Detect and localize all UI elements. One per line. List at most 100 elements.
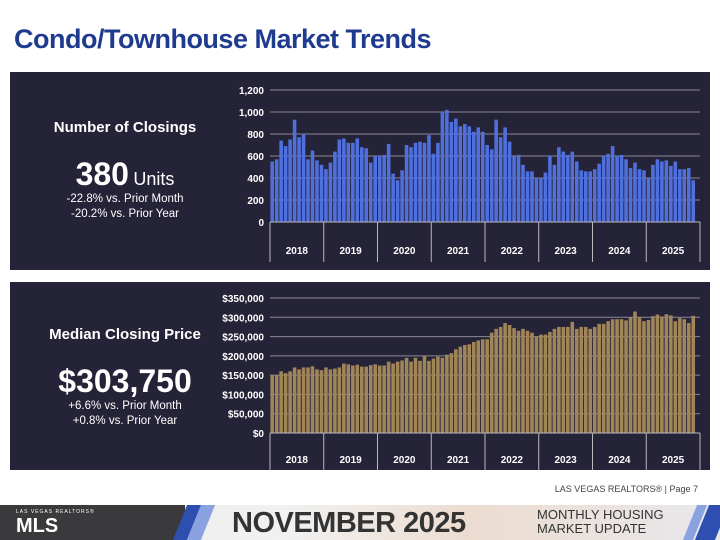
- bar: [530, 332, 534, 433]
- bar: [543, 172, 548, 222]
- bar: [301, 367, 306, 433]
- bar: [386, 361, 391, 433]
- bar: [315, 369, 319, 433]
- report-subtitle: MONTHLY HOUSING MARKET UPDATE: [537, 508, 664, 536]
- bar: [686, 168, 691, 222]
- x-tick-label: 2023: [555, 246, 578, 257]
- bar: [373, 156, 377, 222]
- bar: [655, 314, 660, 433]
- bar: [279, 371, 283, 433]
- x-tick-label: 2018: [286, 246, 309, 257]
- bar: [436, 356, 440, 433]
- bar: [333, 151, 337, 222]
- bar: [400, 170, 404, 222]
- bar: [333, 368, 337, 433]
- bar: [525, 171, 530, 222]
- closings-vs-month: -22.8% vs. Prior Month: [66, 193, 184, 205]
- price-vs-month: +6.6% vs. Prior Month: [68, 400, 182, 412]
- y-tick-label: $50,000: [228, 410, 265, 421]
- bar: [489, 149, 494, 222]
- bar: [592, 169, 597, 222]
- x-tick-label: 2022: [501, 455, 524, 466]
- bar: [610, 319, 615, 433]
- bar: [431, 153, 436, 222]
- bar: [476, 340, 481, 433]
- bar: [413, 142, 418, 222]
- bar: [445, 354, 449, 433]
- closings-vs-year: -20.2% vs. Prior Year: [70, 208, 180, 220]
- bar: [400, 360, 404, 433]
- bar: [458, 346, 463, 433]
- bar: [619, 319, 624, 433]
- bar: [660, 161, 664, 222]
- bar: [351, 365, 355, 433]
- bar: [642, 170, 646, 222]
- x-tick-label: 2019: [340, 455, 363, 466]
- bar: [521, 328, 525, 433]
- bar: [422, 355, 427, 433]
- x-tick-label: 2018: [286, 455, 309, 466]
- closings-panel: Number of Closings 380 Units -22.8% vs. …: [10, 72, 710, 270]
- bar: [646, 178, 651, 222]
- bar: [619, 154, 624, 222]
- bar: [669, 315, 673, 433]
- bar: [449, 121, 454, 222]
- price-chart: $0 $50,000 $100,000 $150,000 $200,000 $250,00…: [222, 294, 701, 470]
- bar: [633, 311, 637, 433]
- bar: [377, 156, 382, 222]
- bar: [494, 119, 498, 222]
- bar: [355, 364, 360, 433]
- bar: [355, 138, 360, 222]
- bar: [301, 134, 306, 222]
- bar: [418, 141, 422, 222]
- bar: [498, 137, 503, 222]
- bar: [516, 330, 521, 433]
- bar: [548, 156, 552, 222]
- price-panel: Median Closing Price $303,750 +6.6% vs. …: [10, 282, 710, 470]
- bar: [480, 131, 485, 222]
- bar: [507, 325, 512, 433]
- bar: [516, 154, 521, 222]
- y-tick-label: 1,000: [239, 108, 264, 119]
- bar: [530, 171, 534, 222]
- bar: [691, 180, 696, 222]
- bar: [413, 357, 418, 433]
- bar: [583, 326, 588, 433]
- closings-chart: 0 200 400 600 800 1,000 1,200 2018 2019 2020 2021 2…: [239, 86, 701, 262]
- bar: [342, 138, 346, 222]
- bar: [463, 124, 467, 222]
- bar: [615, 156, 619, 222]
- bar: [427, 135, 431, 222]
- bar: [409, 361, 413, 433]
- y-tick-label: $150,000: [222, 371, 264, 382]
- bar: [606, 153, 610, 222]
- page-footer: LAS VEGAS REALTORS® | Page 7: [554, 484, 698, 494]
- bar: [328, 369, 333, 433]
- bar: [655, 159, 660, 222]
- bar: [678, 318, 682, 433]
- bar: [422, 142, 427, 222]
- bar: [364, 148, 369, 222]
- bar: [288, 139, 292, 222]
- bar: [359, 366, 364, 433]
- x-tick-label: 2021: [447, 455, 470, 466]
- bar: [507, 141, 512, 222]
- bar: [525, 330, 530, 433]
- bar: [566, 326, 570, 433]
- bar: [583, 171, 588, 222]
- x-tick-label: 2021: [447, 246, 470, 257]
- bar: [404, 357, 409, 433]
- bar: [449, 353, 454, 433]
- bar: [534, 178, 539, 222]
- footer-banner: LAS VEGAS REALTORS® MLS NOVEMBER 2025 MO…: [0, 505, 720, 540]
- bar: [561, 326, 566, 433]
- bar: [597, 163, 601, 222]
- bar: [346, 142, 351, 222]
- bar: [467, 126, 472, 222]
- bar: [539, 178, 543, 222]
- y-tick-label: 400: [247, 174, 264, 185]
- bar: [342, 363, 346, 433]
- bar: [391, 363, 395, 433]
- bar: [485, 145, 489, 222]
- y-tick-label: 1,200: [239, 86, 264, 97]
